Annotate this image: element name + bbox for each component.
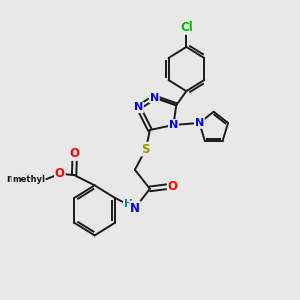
Text: Cl: Cl [181, 21, 194, 34]
Text: N: N [134, 102, 143, 112]
Text: O: O [55, 167, 65, 180]
Text: methyl: methyl [12, 175, 45, 184]
Text: O: O [70, 147, 80, 160]
Text: S: S [142, 142, 150, 156]
Text: methyl: methyl [6, 174, 44, 184]
Text: N: N [150, 93, 159, 103]
Text: N: N [195, 118, 204, 128]
Text: O: O [168, 180, 178, 193]
Text: H: H [124, 200, 132, 209]
Text: N: N [130, 202, 140, 214]
Text: N: N [169, 120, 178, 130]
